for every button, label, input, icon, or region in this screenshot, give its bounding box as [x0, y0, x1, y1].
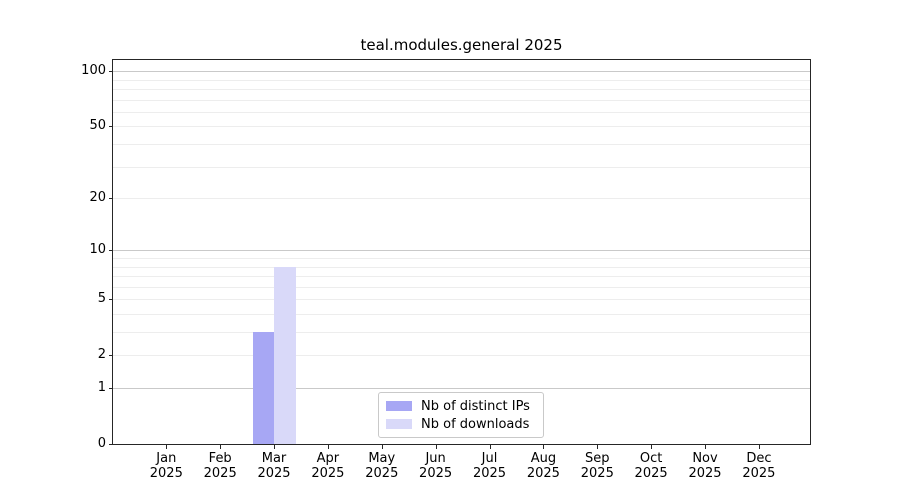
- plot-area: [112, 59, 811, 445]
- gridline-minor: [113, 332, 810, 333]
- bar-distinct-ips: [252, 332, 274, 444]
- x-tick-year: 2025: [257, 466, 291, 481]
- y-tick-label: 2: [97, 347, 106, 363]
- x-tick-month: Nov: [692, 451, 718, 466]
- gridline-minor: [113, 99, 810, 101]
- x-tick-month: Mar: [261, 451, 287, 466]
- x-tick-year: 2025: [742, 466, 776, 481]
- y-tick-label: 0: [97, 436, 106, 451]
- y-tick-mark: [109, 250, 113, 252]
- x-tick-mark: [543, 445, 545, 449]
- x-tick-year: 2025: [203, 466, 237, 481]
- x-tick-label: Feb 2025: [188, 451, 252, 481]
- y-tick-label: 5: [97, 291, 106, 307]
- x-tick-label: Mar 2025: [242, 451, 306, 481]
- y-tick-label: 50: [89, 118, 106, 134]
- x-tick-mark: [597, 445, 599, 449]
- x-tick-mark: [327, 445, 329, 449]
- bar-downloads: [274, 266, 296, 444]
- y-tick-label: 1: [97, 380, 106, 395]
- y-tick-mark: [109, 444, 113, 445]
- x-tick-month: Jun: [425, 451, 446, 466]
- gridline-minor: [113, 166, 810, 168]
- x-tick-label: Sep 2025: [565, 451, 629, 481]
- x-tick-month: Sep: [585, 451, 610, 466]
- x-tick-label: Jul 2025: [458, 451, 522, 481]
- legend-item-distinct-ips: Nb of distinct IPs: [386, 399, 536, 414]
- gridline-minor: [113, 276, 810, 277]
- legend-label-distinct-ips: Nb of distinct IPs: [421, 398, 530, 414]
- gridline-minor: [113, 198, 810, 200]
- y-tick-mark: [109, 71, 113, 73]
- x-tick-mark: [651, 445, 653, 449]
- x-tick-year: 2025: [311, 466, 345, 481]
- gridline-minor: [113, 144, 810, 145]
- y-tick-mark: [109, 388, 113, 389]
- gridline-minor: [113, 355, 810, 357]
- x-tick-month: May: [368, 451, 396, 466]
- x-tick-month: Apr: [316, 451, 340, 466]
- gridline-minor: [113, 314, 810, 315]
- x-tick-label: May 2025: [350, 451, 414, 481]
- x-tick-mark: [705, 445, 706, 449]
- x-tick-month: Dec: [746, 451, 772, 466]
- x-tick-month: Aug: [530, 451, 557, 466]
- gridline-minor: [113, 258, 810, 259]
- x-tick-mark: [435, 445, 437, 449]
- y-tick-label: 20: [89, 190, 106, 206]
- x-tick-label: Dec 2025: [727, 451, 791, 481]
- y-tick-label: 100: [81, 63, 106, 79]
- x-tick-mark: [220, 445, 222, 449]
- x-tick-year: 2025: [149, 466, 183, 481]
- x-tick-year: 2025: [526, 466, 560, 481]
- x-tick-mark: [758, 445, 760, 449]
- gridline-minor: [113, 79, 810, 81]
- y-tick-label: 10: [89, 242, 106, 258]
- gridline-minor: [113, 89, 810, 90]
- gridline-minor: [113, 286, 810, 288]
- x-tick-label: Jun 2025: [404, 451, 468, 481]
- y-tick-mark: [109, 299, 113, 301]
- x-tick-label: Aug 2025: [511, 451, 575, 481]
- y-tick-mark: [109, 126, 113, 128]
- x-tick-label: Oct 2025: [619, 451, 683, 481]
- y-tick-mark: [109, 198, 113, 200]
- x-tick-month: Feb: [208, 451, 232, 466]
- legend: Nb of distinct IPs Nb of downloads: [378, 392, 544, 438]
- x-tick-label: Nov 2025: [673, 451, 737, 481]
- x-tick-mark: [274, 445, 275, 449]
- x-tick-year: 2025: [365, 466, 399, 481]
- x-tick-mark: [166, 445, 168, 449]
- x-tick-mark: [489, 445, 491, 449]
- x-tick-month: Jan: [156, 451, 177, 466]
- x-tick-year: 2025: [419, 466, 453, 481]
- x-tick-year: 2025: [472, 466, 507, 481]
- gridline-minor: [113, 126, 810, 128]
- x-tick-label: Apr 2025: [296, 451, 360, 481]
- gridline-minor: [113, 111, 810, 113]
- x-tick-year: 2025: [580, 466, 614, 481]
- x-tick-month: Oct: [639, 451, 663, 466]
- x-tick-month: Jul: [481, 451, 498, 466]
- x-tick-mark: [381, 445, 383, 449]
- gridline-major: [113, 388, 810, 389]
- chart-title: teal.modules.general 2025: [360, 36, 563, 54]
- legend-swatch-downloads: [386, 419, 412, 429]
- gridline-major: [113, 250, 810, 252]
- gridline-minor: [113, 266, 810, 268]
- y-tick-mark: [109, 355, 113, 357]
- x-tick-label: Jan 2025: [134, 451, 198, 481]
- legend-item-downloads: Nb of downloads: [386, 417, 536, 432]
- legend-label-downloads: Nb of downloads: [421, 416, 530, 432]
- legend-swatch-distinct-ips: [386, 401, 412, 411]
- gridline-minor: [113, 299, 810, 301]
- x-tick-year: 2025: [688, 466, 722, 481]
- x-tick-year: 2025: [634, 466, 668, 481]
- gridline-major: [113, 71, 810, 73]
